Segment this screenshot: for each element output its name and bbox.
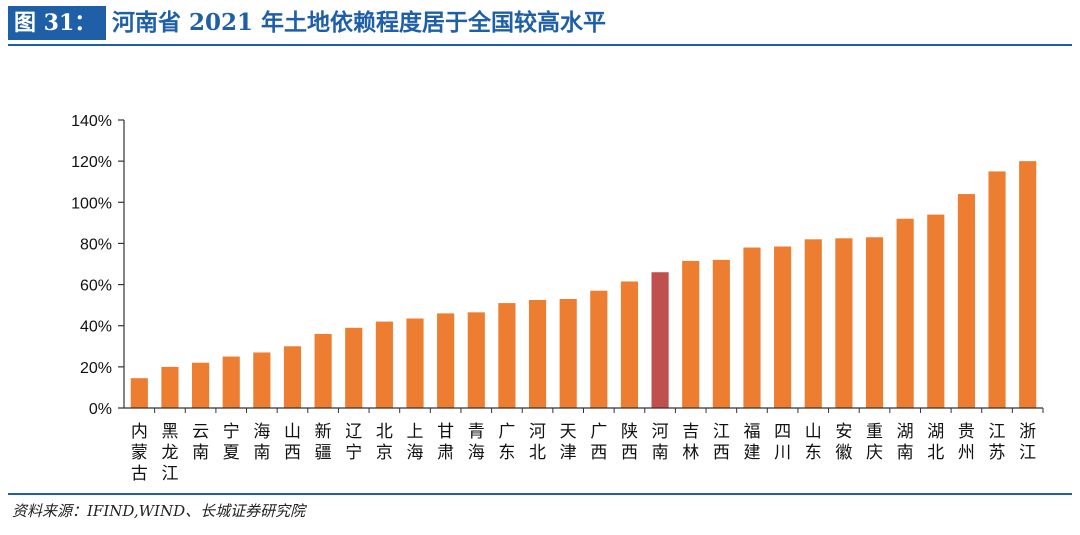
category-label: 北京	[376, 422, 393, 463]
category-label: 重庆	[866, 422, 883, 463]
category-label: 四川	[774, 422, 791, 463]
bar-15	[559, 298, 577, 408]
bar-20	[712, 259, 730, 408]
category-label: 甘肃	[437, 422, 454, 463]
category-label: 河北	[529, 422, 546, 463]
category-label: 浙江	[1019, 422, 1036, 463]
bar-19	[682, 260, 700, 408]
figure-label: 图 31：	[8, 6, 107, 40]
bar-6	[283, 346, 302, 408]
bar-26	[896, 218, 914, 408]
bar-25	[865, 237, 884, 408]
bar-16	[590, 290, 608, 408]
bar-3	[192, 362, 210, 408]
bar-30	[1019, 161, 1037, 408]
y-tick-label: 40%	[80, 319, 112, 336]
category-label: 陕西	[621, 422, 638, 463]
category-label: 江西	[713, 422, 730, 463]
bar-1	[130, 378, 148, 408]
category-label: 湖北	[927, 422, 944, 463]
bar-22	[774, 246, 792, 408]
y-tick-label: 120%	[71, 154, 112, 171]
bar-10	[406, 318, 424, 408]
x-axis-labels: 内蒙古黑龙江云南宁夏海南山西新疆辽宁北京上海甘肃青海广东河北天津广西陕西河南吉林…	[131, 408, 1044, 484]
category-label: 辽宁	[345, 422, 362, 463]
bar-28	[957, 194, 975, 408]
bar-8	[345, 327, 363, 408]
bar-9	[375, 321, 393, 408]
bar-13	[498, 303, 516, 408]
y-tick-label: 80%	[80, 236, 112, 253]
category-label: 云南	[192, 422, 209, 463]
category-label: 山东	[805, 422, 822, 463]
bar-17	[620, 281, 639, 408]
category-label: 河南	[652, 422, 669, 463]
y-tick-label: 20%	[80, 360, 112, 377]
bar-4	[222, 356, 240, 408]
category-label: 海南	[253, 422, 270, 463]
category-label: 安徽	[835, 422, 852, 463]
category-label: 江苏	[989, 422, 1006, 463]
figure-header: 图 31： 河南省 2021 年土地依赖程度居于全国较高水平	[8, 4, 1072, 46]
bar-24	[835, 238, 853, 408]
bar-12	[467, 312, 485, 408]
bar-14	[528, 300, 547, 408]
bar-7	[314, 333, 332, 408]
bar-29	[988, 171, 1006, 408]
bar-23	[804, 239, 822, 408]
category-label: 天津	[560, 422, 577, 463]
category-label: 新疆	[315, 422, 332, 463]
figure-title: 河南省 2021 年土地依赖程度居于全国较高水平	[112, 9, 607, 36]
category-label: 广东	[498, 422, 515, 463]
y-tick-label: 100%	[71, 195, 112, 212]
bar-2	[161, 366, 179, 408]
category-label: 内蒙古	[131, 422, 148, 484]
source-note: 资料来源：IFIND,WIND、长城证券研究院	[12, 502, 306, 520]
category-label: 吉林	[682, 422, 699, 463]
category-label: 湖南	[897, 422, 914, 463]
y-axis-ticks: 0% 20% 40% 60% 80% 100% 120% 140%	[71, 113, 124, 418]
category-label: 广西	[590, 422, 607, 463]
y-tick-label: 140%	[71, 113, 112, 130]
category-label: 宁夏	[223, 422, 240, 463]
bar-5	[253, 352, 271, 408]
category-label: 上海	[407, 422, 424, 463]
bar-27	[927, 214, 945, 408]
category-label: 黑龙江	[161, 422, 178, 484]
y-tick-label: 0%	[89, 401, 112, 418]
y-tick-label: 60%	[80, 278, 112, 295]
category-label: 贵州	[958, 422, 975, 463]
category-label: 青海	[468, 422, 485, 463]
bars	[130, 161, 1037, 408]
bar-21	[743, 247, 761, 408]
footer-divider	[8, 493, 1072, 495]
category-label: 山西	[284, 422, 301, 463]
category-label: 福建	[743, 422, 760, 463]
bar-11	[437, 313, 455, 408]
bar-18	[651, 272, 669, 408]
